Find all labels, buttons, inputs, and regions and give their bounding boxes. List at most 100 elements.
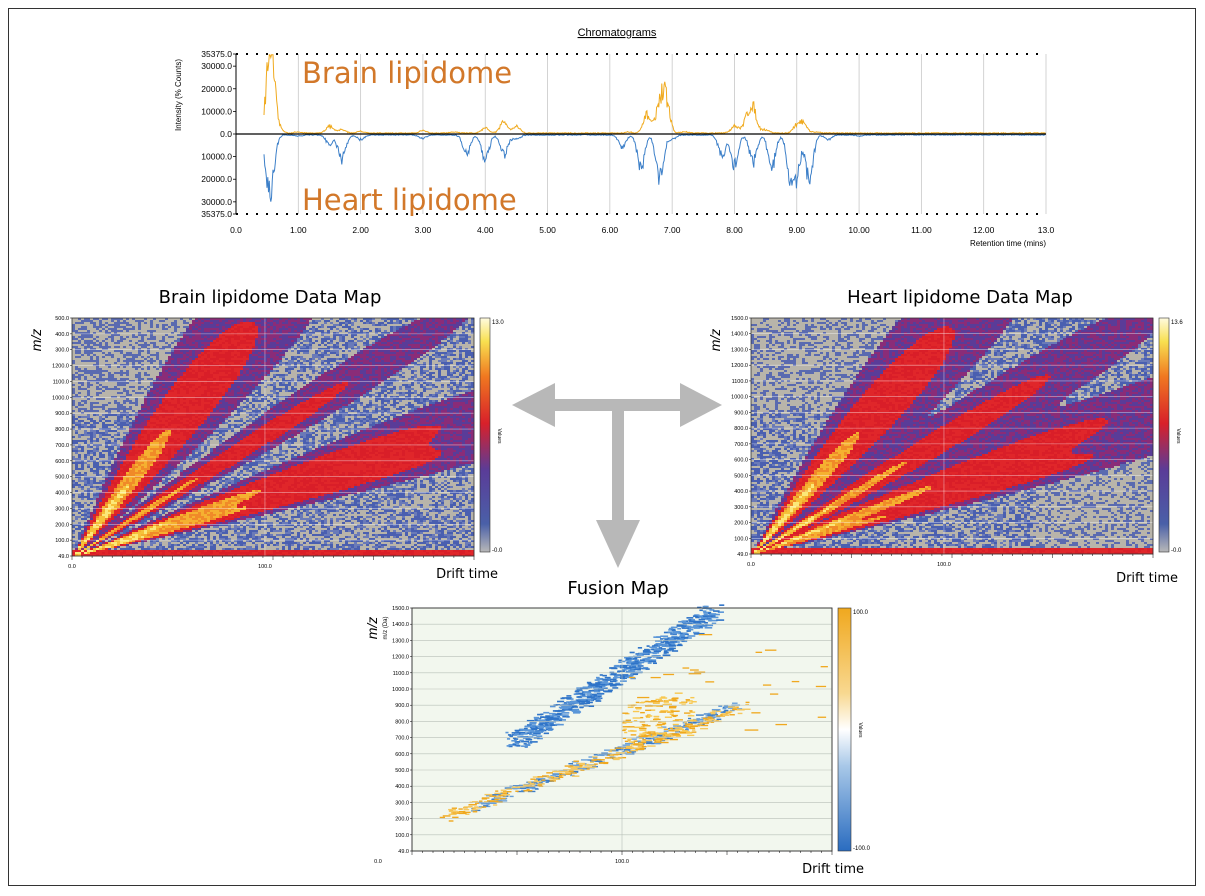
heatmap-cell	[417, 346, 420, 348]
heatmap-cell	[252, 352, 255, 354]
heatmap-cell	[435, 354, 438, 356]
heatmap-cell	[444, 336, 447, 338]
heatmap-cell	[90, 322, 93, 324]
heatmap-cell	[408, 356, 411, 358]
heatmap-cell	[375, 374, 378, 376]
heatmap-cell	[294, 376, 297, 378]
heatmap-cell	[429, 328, 432, 330]
heatmap-cell	[420, 336, 423, 338]
heatmap-cell	[213, 362, 216, 364]
heatmap-cell	[420, 384, 423, 386]
heatmap-cell	[399, 380, 402, 382]
heatmap-cell	[99, 330, 102, 332]
heatmap-cell	[126, 324, 129, 326]
heatmap-cell	[273, 376, 276, 378]
heatmap-cell	[147, 320, 150, 322]
heatmap-cell	[411, 360, 414, 362]
heatmap-cell	[132, 362, 135, 364]
heatmap-cell	[291, 338, 294, 340]
heatmap-cell	[363, 386, 366, 388]
heatmap-cell	[255, 388, 258, 390]
heatmap-cell	[468, 376, 471, 378]
heatmap-cell	[330, 362, 333, 364]
heatmap-cell	[441, 368, 444, 370]
heatmap-cell	[393, 352, 396, 354]
heatmap-cell	[225, 382, 228, 384]
heatmap-cell	[432, 350, 435, 352]
heatmap-cell	[369, 384, 372, 386]
heatmap-cell	[399, 360, 402, 362]
heatmap-cell	[321, 350, 324, 352]
heatmap-cell	[318, 354, 321, 356]
heatmap-cell	[135, 330, 138, 332]
heatmap-cell	[336, 336, 339, 338]
heatmap-cell	[90, 352, 93, 354]
heatmap-cell	[270, 346, 273, 348]
heatmap-cell	[318, 386, 321, 388]
heatmap-cell	[246, 324, 249, 326]
heatmap-cell	[213, 346, 216, 348]
heatmap-cell	[183, 330, 186, 332]
heatmap-cell	[435, 336, 438, 338]
heatmap-cell	[468, 364, 471, 366]
heatmap-cell	[72, 360, 75, 362]
heatmap-cell	[303, 362, 306, 364]
heatmap-cell	[189, 350, 192, 352]
heatmap-cell	[282, 344, 285, 346]
heatmap-cell	[159, 370, 162, 372]
heatmap-cell	[120, 360, 123, 362]
heatmap-cell	[414, 366, 417, 368]
heatmap-cell	[465, 328, 468, 330]
heatmap-cell	[189, 324, 192, 326]
heatmap-cell	[243, 334, 246, 336]
heatmap-cell	[90, 366, 93, 368]
heatmap-cell	[282, 336, 285, 338]
heatmap-cell	[144, 384, 147, 386]
heatmap-cell	[255, 384, 258, 386]
heatmap-cell	[351, 354, 354, 356]
heatmap-cell	[198, 338, 201, 340]
heatmap-cell	[159, 362, 162, 364]
heatmap-cell	[462, 370, 465, 372]
heatmap-cell	[303, 376, 306, 378]
heatmap-cell	[468, 328, 471, 330]
heatmap-cell	[396, 358, 399, 360]
heatmap-cell	[255, 370, 258, 372]
heatmap-cell	[105, 374, 108, 376]
heatmap-cell	[81, 336, 84, 338]
heatmap-cell	[99, 368, 102, 370]
heatmap-cell	[393, 350, 396, 352]
heatmap-cell	[72, 386, 75, 388]
heatmap-cell	[156, 350, 159, 352]
heatmap-cell	[426, 366, 429, 368]
heatmap-cell	[237, 372, 240, 374]
heatmap-cell	[402, 370, 405, 372]
heatmap-cell	[279, 380, 282, 382]
heatmap-cell	[246, 364, 249, 366]
heatmap-cell	[444, 372, 447, 374]
heatmap-cell	[408, 328, 411, 330]
heatmap-cell	[393, 360, 396, 362]
heatmap-cell	[117, 376, 120, 378]
heatmap-cell	[291, 362, 294, 364]
heatmap-cell	[372, 388, 375, 390]
heatmap-cell	[450, 344, 453, 346]
heatmap-cell	[126, 370, 129, 372]
heatmap-cell	[312, 334, 315, 336]
heatmap-cell	[342, 354, 345, 356]
heatmap-cell	[153, 374, 156, 376]
heatmap-cell	[360, 364, 363, 366]
heatmap-cell	[183, 336, 186, 338]
heatmap-cell	[93, 380, 96, 382]
heatmap-cell	[150, 364, 153, 366]
heatmap-cell	[102, 376, 105, 378]
heatmap-cell	[342, 352, 345, 354]
heatmap-cell	[90, 358, 93, 360]
heatmap-cell	[111, 334, 114, 336]
heatmap-cell	[279, 346, 282, 348]
heatmap-cell	[78, 370, 81, 372]
heatmap-cell	[339, 386, 342, 388]
heatmap-cell	[315, 342, 318, 344]
heatmap-cell	[417, 366, 420, 368]
heatmap-cell	[192, 356, 195, 358]
